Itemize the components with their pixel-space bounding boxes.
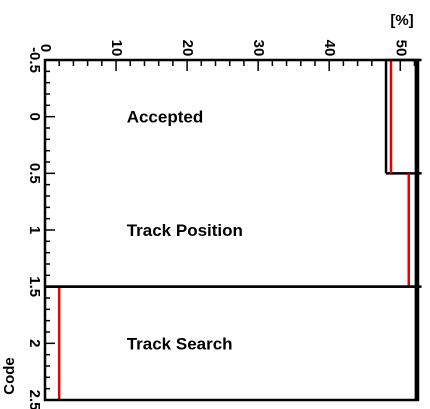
- category-label-2: Track Search: [127, 334, 233, 353]
- plot-frame: [43, 58, 420, 402]
- y-tick-label-6: 2.5: [26, 390, 43, 409]
- x-axis-label: [%]: [390, 12, 413, 29]
- category-label-0: Accepted: [127, 108, 204, 127]
- category-label-1: Track Position: [127, 221, 243, 240]
- x-tick-label-50: 50: [392, 40, 409, 57]
- y-tick-label-2: 0.5: [26, 163, 43, 184]
- x-tick-label-10: 10: [108, 40, 125, 57]
- y-tick-label-1: 0: [26, 112, 43, 120]
- bars-layer: [45, 58, 422, 400]
- x-tick-label-30: 30: [250, 40, 267, 57]
- x-tick-label-0: 0: [37, 44, 54, 52]
- y-tick-label-4: 1.5: [26, 276, 43, 297]
- y-tick-label-0: -0.5: [26, 47, 43, 73]
- y-tick-label-3: 1: [26, 226, 43, 234]
- x-tick-label-40: 40: [321, 40, 338, 57]
- y-axis-label: Code: [1, 357, 18, 395]
- x-tick-label-20: 20: [179, 40, 196, 57]
- y-tick-label-5: 2: [26, 339, 43, 347]
